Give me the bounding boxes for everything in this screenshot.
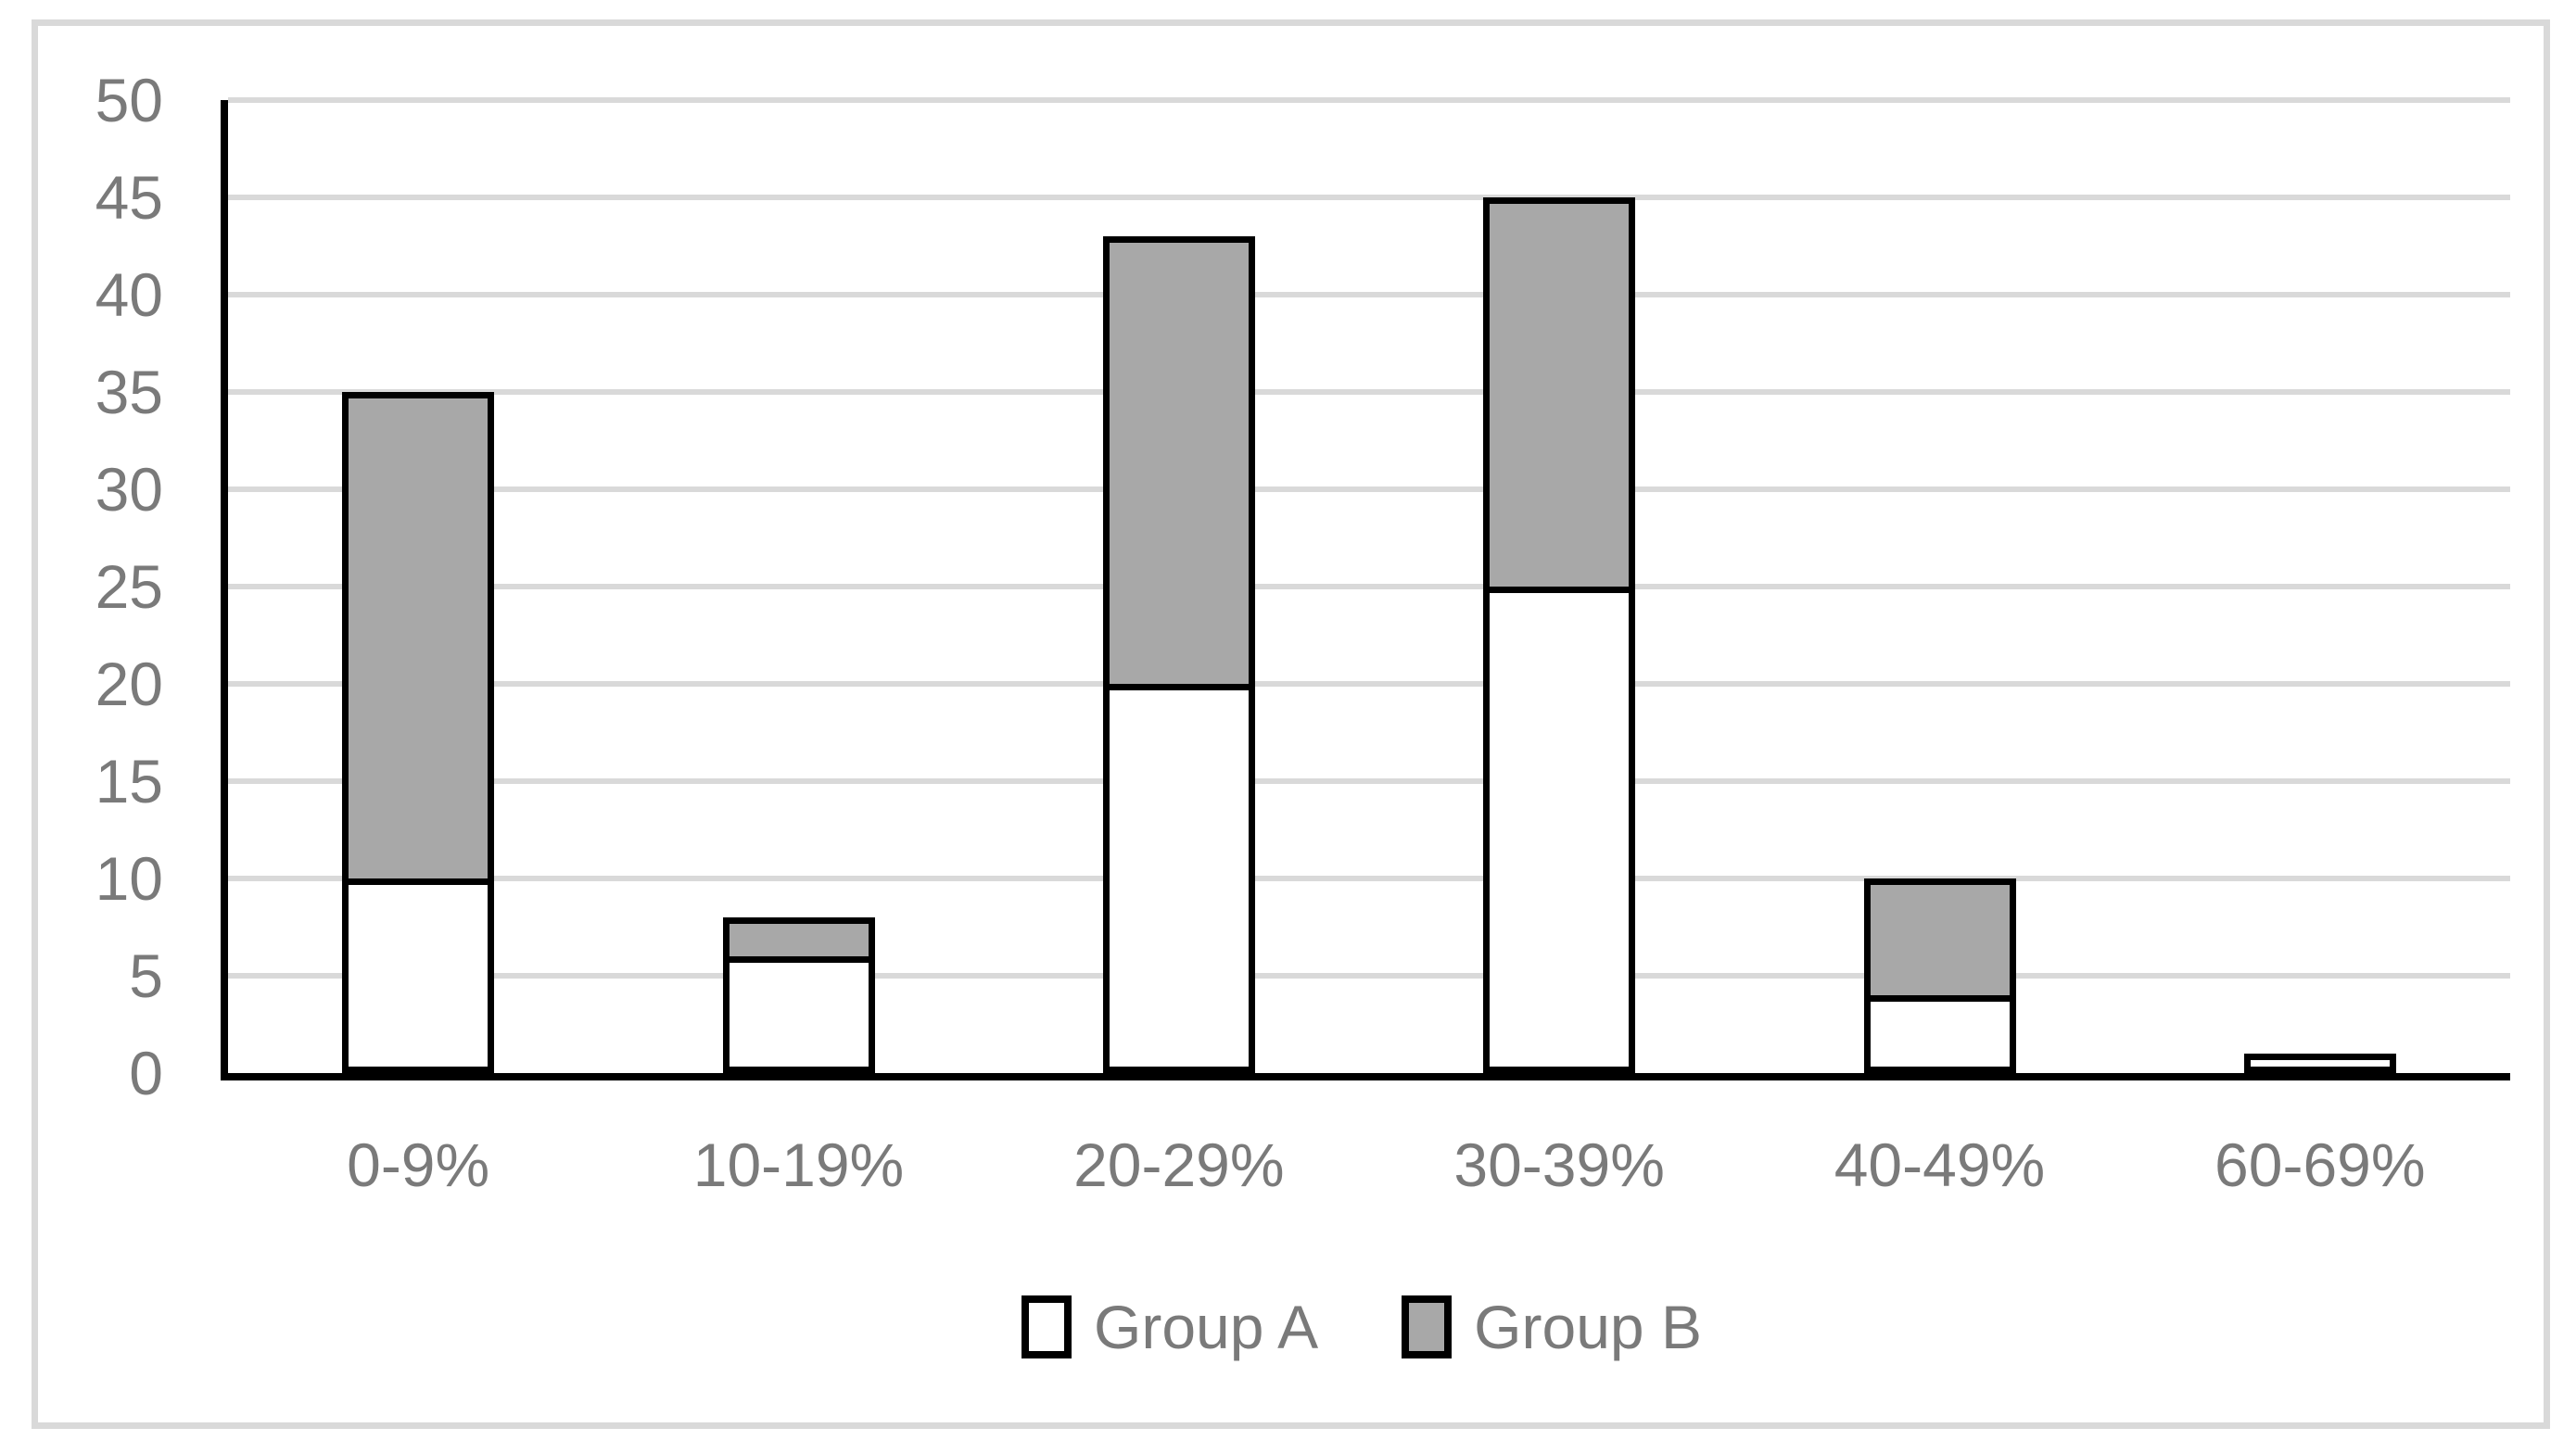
- x-tick-label-40-49%: 40-49%: [1834, 1131, 2046, 1199]
- bar-segment-group-a-30-39%: [1483, 587, 1636, 1073]
- y-tick-label-15: 15: [95, 747, 163, 815]
- gridline-20: [228, 681, 2510, 687]
- gridline-30: [228, 486, 2510, 492]
- bar-segment-group-b-10-19%: [722, 917, 875, 956]
- x-tick-label-0-9%: 0-9%: [347, 1131, 490, 1199]
- bar-segment-group-a-40-49%: [1863, 995, 2016, 1073]
- bar-segment-group-b-0-9%: [342, 392, 495, 878]
- bar-segment-group-b-40-49%: [1863, 878, 2016, 995]
- legend: Group A Group B: [221, 1290, 2503, 1364]
- x-tick-label-20-29%: 20-29%: [1073, 1131, 1285, 1199]
- plot-area: [221, 97, 2510, 1080]
- y-tick-label-50: 50: [95, 66, 163, 134]
- legend-item-group-b: Group B: [1402, 1290, 1702, 1364]
- gridline-10: [228, 876, 2510, 881]
- legend-label-group-b: Group B: [1474, 1293, 1702, 1361]
- bar-segment-group-a-10-19%: [722, 956, 875, 1073]
- bar-segment-group-a-0-9%: [342, 878, 495, 1073]
- y-tick-label-5: 5: [129, 941, 163, 1010]
- gridline-15: [228, 778, 2510, 784]
- y-tick-label-30: 30: [95, 455, 163, 524]
- gridline-25: [228, 584, 2510, 589]
- y-tick-label-25: 25: [95, 552, 163, 621]
- gridline-45: [228, 195, 2510, 200]
- legend-item-group-a: Group A: [1022, 1290, 1318, 1364]
- x-axis-labels: 0-9% 10-19% 20-29% 30-39% 40-49% 60-69%: [228, 1123, 2510, 1207]
- y-tick-label-20: 20: [95, 650, 163, 718]
- gridline-5: [228, 973, 2510, 979]
- legend-swatch-group-b: [1402, 1295, 1453, 1358]
- y-tick-label-40: 40: [95, 260, 163, 329]
- y-tick-label-45: 45: [95, 163, 163, 232]
- gridline-35: [228, 389, 2510, 395]
- x-tick-label-10-19%: 10-19%: [692, 1131, 905, 1199]
- bar-segment-group-b-30-39%: [1483, 197, 1636, 587]
- y-tick-label-10: 10: [95, 844, 163, 913]
- x-tick-label-30-39%: 30-39%: [1453, 1131, 1665, 1199]
- legend-label-group-a: Group A: [1094, 1293, 1319, 1361]
- y-tick-label-35: 35: [95, 358, 163, 426]
- bar-segment-group-b-20-29%: [1102, 236, 1255, 684]
- gridline-50: [228, 97, 2510, 103]
- bar-segment-group-a-20-29%: [1102, 684, 1255, 1073]
- x-tick-label-60-69%: 60-69%: [2214, 1131, 2426, 1199]
- gridline-40: [228, 292, 2510, 297]
- bar-segment-group-a-60-69%: [2243, 1054, 2396, 1073]
- legend-swatch-group-a: [1022, 1295, 1072, 1358]
- y-tick-label-0: 0: [129, 1039, 163, 1107]
